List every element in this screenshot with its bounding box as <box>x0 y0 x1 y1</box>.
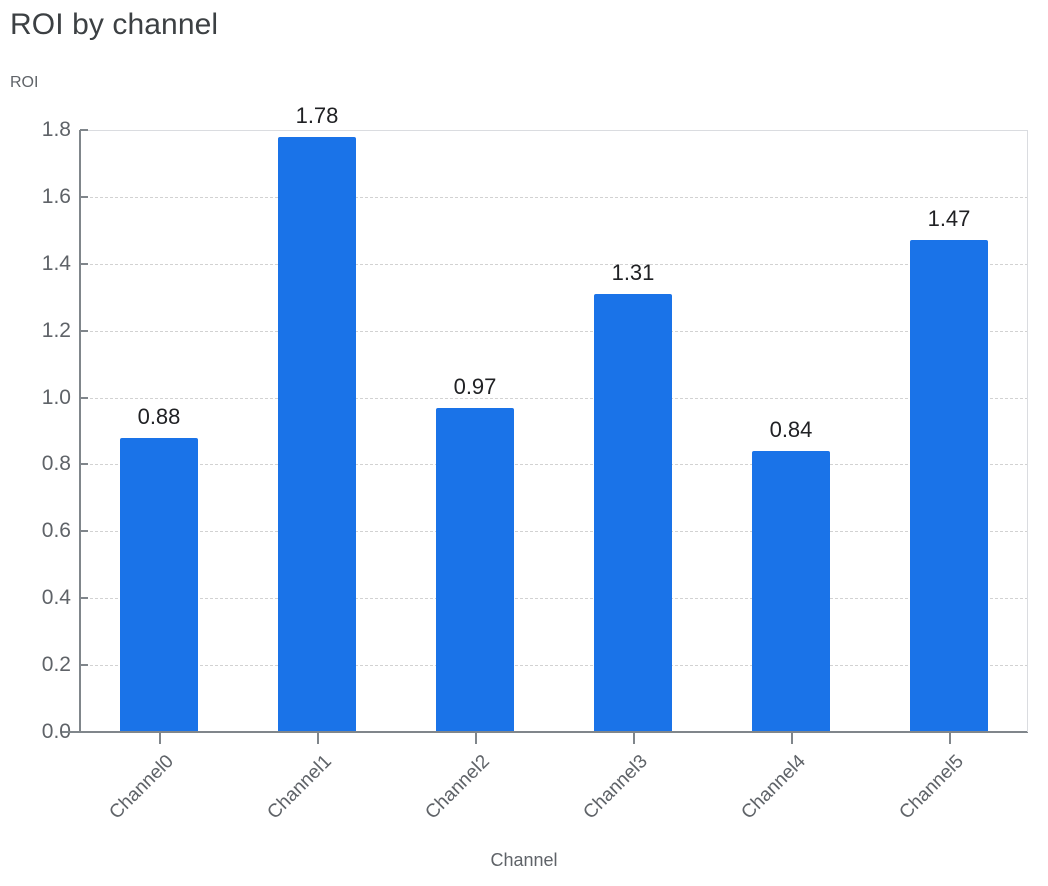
y-axis-tick: 0.4 <box>41 586 88 610</box>
x-axis-tick-mark <box>475 733 477 744</box>
bar-rect[interactable] <box>120 437 198 732</box>
y-axis-tick-mark <box>80 329 88 332</box>
plot-right-border <box>1027 130 1028 732</box>
y-axis-tick-mark <box>80 664 88 667</box>
y-axis-tick-label: 0.0 <box>41 720 71 743</box>
y-axis-tick-label: 0.2 <box>41 653 71 677</box>
grid-line <box>80 196 1028 198</box>
grid-line <box>80 130 1028 131</box>
y-axis-tick: 1.2 <box>41 318 88 343</box>
grid-line <box>80 464 1028 466</box>
bar-value-label: 0.84 <box>769 417 813 443</box>
bar-value-label: 0.88 <box>137 403 181 429</box>
bar-rect[interactable] <box>594 293 672 732</box>
x-axis-line <box>62 731 1028 733</box>
grid-line <box>80 665 1028 667</box>
x-axis-tick-mark <box>317 733 319 744</box>
y-axis-tick-label: 1.2 <box>41 318 71 342</box>
y-axis-tick: 1.6 <box>41 184 88 209</box>
x-axis-tick-mark <box>633 733 635 744</box>
bar-rect[interactable] <box>436 407 514 732</box>
y-axis-tick-mark <box>80 396 88 399</box>
bar-rect[interactable] <box>752 451 830 732</box>
bar-value-label: 1.78 <box>295 102 339 128</box>
bar-value-label: 1.47 <box>927 206 971 232</box>
bar-rect[interactable] <box>278 136 356 732</box>
bar-value-label: 0.97 <box>453 373 497 399</box>
y-axis-tick-mark <box>80 530 88 533</box>
x-axis-tick-mark <box>159 733 161 744</box>
y-axis-tick-mark <box>80 463 88 466</box>
grid-line <box>80 397 1028 399</box>
y-axis-tick-mark <box>80 195 88 198</box>
y-axis-tick: 0.2 <box>41 653 88 677</box>
y-axis-tick-mark <box>80 262 88 265</box>
y-axis-tick: 1.4 <box>41 251 88 276</box>
y-axis-tick: 1.0 <box>41 385 88 410</box>
y-axis-tick-label: 0.4 <box>41 586 71 610</box>
y-axis-tick-label: 0.6 <box>41 519 71 543</box>
y-axis-tick: 1.8 <box>41 118 88 142</box>
x-axis-title: Channel <box>490 850 558 870</box>
chart-title: ROI by channel <box>10 8 219 41</box>
y-axis-tick-mark <box>80 597 88 600</box>
y-axis-tick-label: 1.0 <box>41 385 71 409</box>
y-axis-tick: 0.8 <box>41 452 88 476</box>
x-axis-tick-mark <box>791 733 793 744</box>
y-axis-tick-label: 0.8 <box>41 452 71 476</box>
grid-line <box>80 263 1028 265</box>
grid-line <box>80 598 1028 600</box>
y-axis-tick-label: 1.4 <box>41 251 71 275</box>
bar-rect[interactable] <box>910 240 988 732</box>
y-axis-tick: 0.6 <box>41 519 88 543</box>
y-axis-title: ROI <box>10 74 39 91</box>
grid-line <box>80 330 1028 332</box>
y-axis-line <box>79 130 81 733</box>
bar-value-label: 1.31 <box>611 259 655 285</box>
grid-line <box>80 531 1028 533</box>
y-axis-tick-label: 1.6 <box>41 184 71 208</box>
x-axis-tick-mark <box>949 733 951 744</box>
y-axis-tick-mark <box>80 129 88 131</box>
plot-area: 0.0 0.2 0.4 0.6 0.8 1.0 1.2 1.4 1.6 1.8 0.88 1.78 0… <box>42 103 1028 743</box>
y-axis-tick-label: 1.8 <box>41 118 71 141</box>
